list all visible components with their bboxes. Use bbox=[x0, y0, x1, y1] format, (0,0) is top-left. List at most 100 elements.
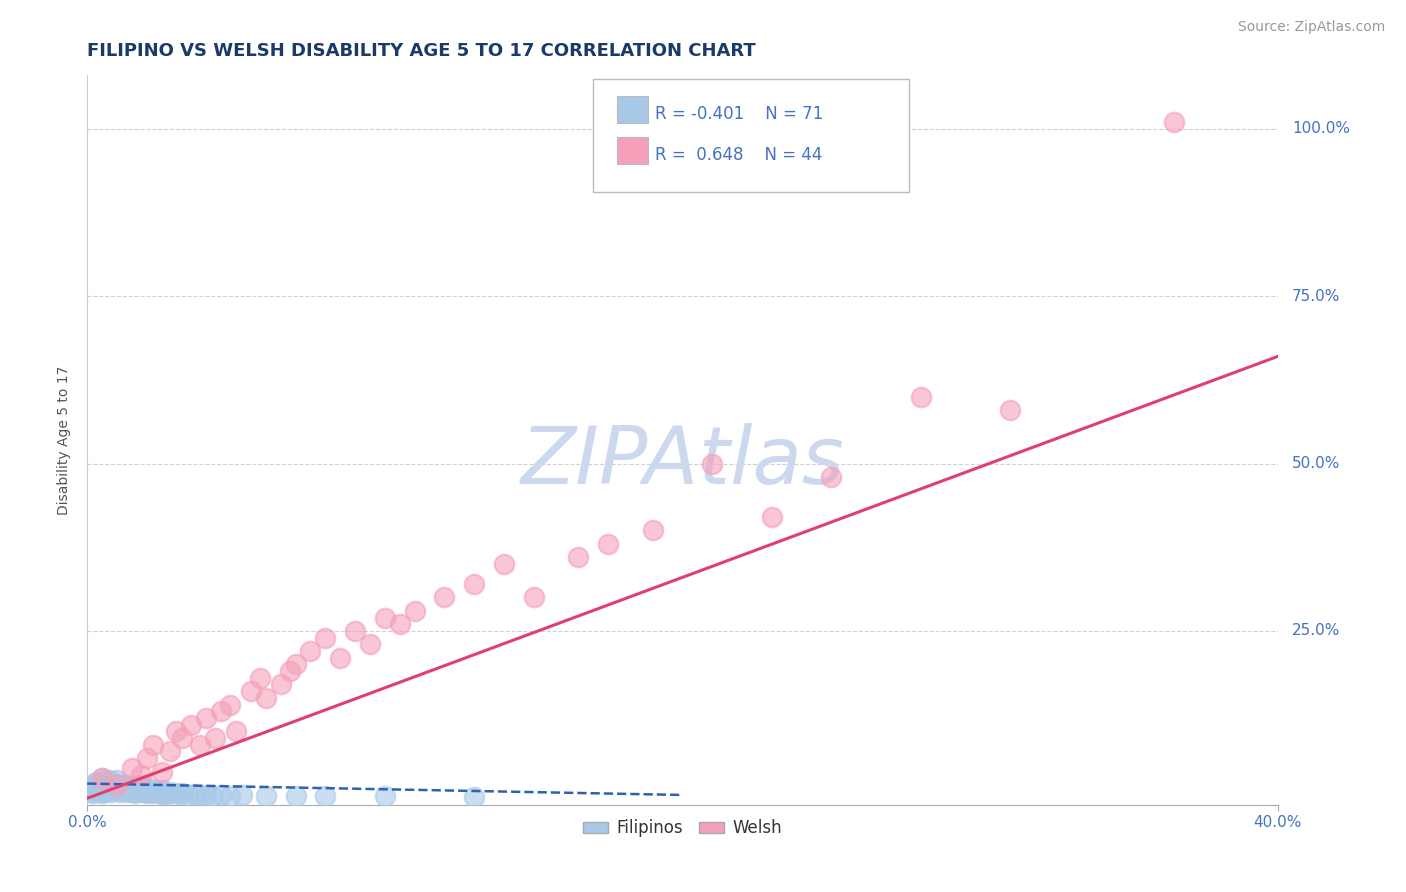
Point bbox=[118, 783, 141, 797]
Point bbox=[761, 510, 783, 524]
Point bbox=[254, 690, 277, 705]
Point bbox=[94, 784, 117, 798]
Point bbox=[404, 604, 426, 618]
Text: FILIPINO VS WELSH DISABILITY AGE 5 TO 17 CORRELATION CHART: FILIPINO VS WELSH DISABILITY AGE 5 TO 17… bbox=[87, 42, 756, 60]
Point bbox=[82, 778, 104, 792]
Point bbox=[225, 724, 247, 739]
Point bbox=[359, 637, 381, 651]
Point bbox=[150, 764, 173, 779]
Point bbox=[463, 789, 485, 804]
Point bbox=[121, 779, 143, 793]
Point bbox=[84, 774, 107, 789]
Point bbox=[299, 644, 322, 658]
Y-axis label: Disability Age 5 to 17: Disability Age 5 to 17 bbox=[58, 366, 72, 515]
Point bbox=[135, 780, 157, 795]
Point bbox=[239, 684, 262, 698]
FancyBboxPatch shape bbox=[617, 95, 648, 122]
Point bbox=[284, 789, 307, 803]
Point bbox=[169, 787, 191, 801]
Point bbox=[105, 772, 128, 787]
Point bbox=[209, 788, 232, 802]
Point bbox=[91, 771, 114, 785]
Point bbox=[121, 784, 143, 798]
Point bbox=[204, 731, 226, 745]
Text: 100.0%: 100.0% bbox=[1292, 121, 1350, 136]
Point bbox=[314, 631, 336, 645]
Point bbox=[124, 780, 146, 795]
Point bbox=[129, 778, 152, 792]
Text: 75.0%: 75.0% bbox=[1292, 289, 1340, 303]
Point bbox=[111, 776, 134, 790]
Point bbox=[159, 784, 181, 798]
Point bbox=[165, 724, 187, 739]
Point bbox=[195, 788, 218, 802]
Point bbox=[523, 591, 546, 605]
Text: Source: ZipAtlas.com: Source: ZipAtlas.com bbox=[1237, 20, 1385, 34]
Point bbox=[172, 731, 194, 745]
Point bbox=[135, 786, 157, 800]
Point bbox=[433, 591, 456, 605]
Point bbox=[100, 779, 122, 793]
FancyBboxPatch shape bbox=[593, 78, 908, 192]
Point bbox=[150, 787, 173, 801]
Text: 25.0%: 25.0% bbox=[1292, 624, 1340, 639]
Point bbox=[135, 751, 157, 765]
Text: R =  0.648    N = 44: R = 0.648 N = 44 bbox=[655, 146, 823, 164]
Point bbox=[249, 671, 271, 685]
Point bbox=[998, 403, 1021, 417]
Point bbox=[142, 786, 165, 800]
Point bbox=[254, 789, 277, 803]
Point bbox=[284, 657, 307, 672]
Point bbox=[115, 784, 138, 798]
Point bbox=[150, 783, 173, 797]
Point bbox=[1163, 115, 1185, 129]
Point bbox=[702, 457, 724, 471]
Point bbox=[329, 650, 352, 665]
Text: ZIPAtlas: ZIPAtlas bbox=[520, 423, 845, 501]
Point bbox=[129, 783, 152, 797]
Point bbox=[910, 390, 932, 404]
Point bbox=[105, 783, 128, 797]
Point bbox=[314, 789, 336, 804]
Point bbox=[641, 524, 664, 538]
Point bbox=[132, 784, 155, 798]
Text: R = -0.401    N = 71: R = -0.401 N = 71 bbox=[655, 105, 824, 123]
Point bbox=[344, 624, 367, 638]
Point bbox=[127, 784, 149, 798]
Point bbox=[219, 698, 242, 712]
Point bbox=[188, 738, 211, 752]
Point bbox=[84, 783, 107, 797]
FancyBboxPatch shape bbox=[617, 137, 648, 164]
Point bbox=[115, 778, 138, 792]
Point bbox=[108, 779, 131, 793]
Point bbox=[165, 786, 187, 800]
Legend: Filipinos, Welsh: Filipinos, Welsh bbox=[576, 813, 789, 844]
Point bbox=[105, 778, 128, 792]
Point bbox=[492, 557, 515, 571]
Point bbox=[278, 664, 301, 678]
Point bbox=[145, 784, 167, 798]
Point bbox=[87, 781, 110, 796]
Point bbox=[121, 761, 143, 775]
Point bbox=[183, 787, 205, 801]
Point bbox=[91, 786, 114, 800]
Point bbox=[91, 780, 114, 795]
Point bbox=[84, 779, 107, 793]
Point bbox=[87, 784, 110, 798]
Point bbox=[91, 771, 114, 785]
Point bbox=[219, 789, 242, 803]
Point bbox=[567, 550, 589, 565]
Point bbox=[177, 788, 200, 802]
Point bbox=[201, 789, 224, 803]
Point bbox=[79, 784, 101, 798]
Point bbox=[209, 704, 232, 718]
Point bbox=[97, 783, 120, 797]
Point bbox=[159, 744, 181, 758]
Point bbox=[172, 786, 194, 800]
Point bbox=[388, 617, 411, 632]
Point bbox=[105, 778, 128, 792]
Point bbox=[142, 738, 165, 752]
Point bbox=[231, 788, 253, 802]
Point bbox=[97, 772, 120, 787]
Point bbox=[124, 786, 146, 800]
